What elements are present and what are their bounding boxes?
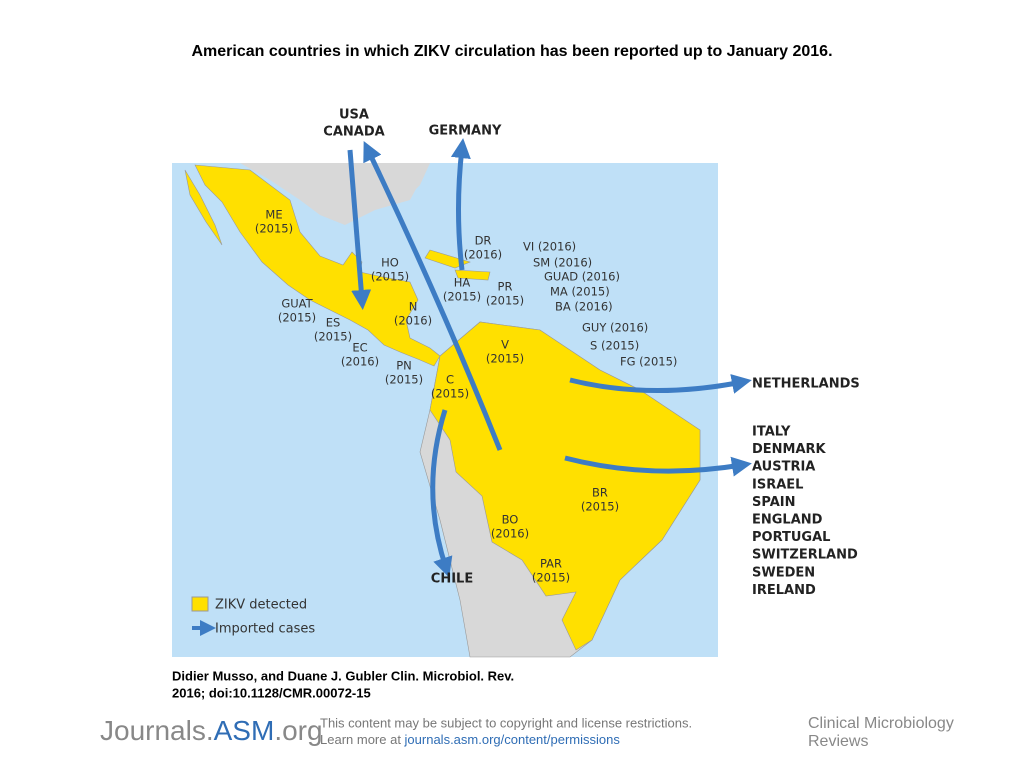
legend-label: Imported cases [215, 622, 315, 637]
arrow-chile [430, 409, 453, 578]
destination: ENGLAND [752, 513, 823, 528]
country-code: EC [352, 341, 367, 355]
florida [385, 163, 430, 200]
zikv-south-america [429, 321, 701, 651]
journal-name: Clinical Microbiology [808, 715, 954, 732]
citation: 2016; doi:10.1128/CMR.00072-15 [172, 685, 371, 700]
destination: SWEDEN [752, 565, 815, 580]
permissions-link[interactable]: journals.asm.org/content/permissions [404, 732, 621, 747]
baja [184, 169, 223, 246]
arrow-usa [347, 149, 372, 310]
legend-swatch [191, 596, 209, 612]
destination: SPAIN [752, 495, 795, 510]
guiana-label: FG (2015) [620, 355, 677, 369]
destination: CANADA [323, 125, 384, 140]
country-year: (2015) [581, 500, 619, 514]
country-code: HA [454, 276, 471, 290]
logo: Journals.ASM.org [100, 715, 323, 746]
country-code: GUAT [281, 297, 313, 311]
country-code: C [446, 373, 454, 387]
destination: USA [339, 108, 369, 123]
country-labels: ME(2015)HO(2015)GUAT(2015) ES(2015)N(2016… [255, 208, 678, 585]
notice-text: Learn more at [320, 732, 405, 747]
destination: ITALY [752, 425, 791, 440]
country-code: ES [326, 316, 341, 330]
map: ZIKV detected Imported cases ME(2015)HO(… [172, 108, 860, 658]
destination: AUSTRIA [752, 460, 815, 475]
country-year: (2015) [385, 373, 423, 387]
journal-name: Reviews [808, 733, 868, 750]
arrow-netherlands [569, 374, 752, 394]
country-year: (2015) [255, 222, 293, 236]
country-year: (2016) [464, 248, 502, 262]
country-year: (2015) [431, 387, 469, 401]
title: American countries in which ZIKV circula… [191, 43, 832, 60]
island-label: GUAD (2016) [544, 270, 620, 284]
citation: Didier Musso, and Duane J. Gubler Clin. … [172, 668, 514, 683]
country-year: (2016) [341, 355, 379, 369]
country-code: V [501, 338, 509, 352]
country-code: DR [475, 234, 492, 248]
logo-part: .org [274, 715, 322, 746]
arrow-europe [564, 455, 752, 477]
destination: PORTUGAL [752, 530, 830, 545]
destination: GERMANY [429, 124, 502, 139]
country-code: N [409, 300, 418, 314]
destination: DENMARK [752, 442, 827, 457]
country-code: BO [502, 513, 519, 527]
country-year: (2015) [486, 352, 524, 366]
notice: Learn more at journals.asm.org/content/p… [320, 732, 620, 747]
logo-part: ASM [214, 715, 275, 746]
legend-label: ZIKV detected [215, 598, 307, 613]
island-label: VI (2016) [523, 240, 576, 254]
destination: ISRAEL [752, 477, 803, 492]
country-code: PAR [540, 557, 562, 571]
country-year: (2015) [443, 290, 481, 304]
guiana-label: GUY (2016) [582, 321, 648, 335]
notice: This content may be subject to copyright… [320, 715, 692, 730]
destination: NETHERLANDS [752, 377, 860, 392]
island-label: MA (2015) [550, 285, 610, 299]
country-code: BR [592, 486, 608, 500]
country-year: (2015) [532, 571, 570, 585]
country-year: (2015) [486, 294, 524, 308]
land-north [172, 163, 430, 225]
destination: SWITZERLAND [752, 548, 858, 563]
country-code: PN [396, 359, 412, 373]
country-code: PR [498, 280, 513, 294]
logo-part: Journals. [100, 715, 214, 746]
guiana-label: S (2015) [590, 339, 639, 353]
country-year: (2016) [394, 314, 432, 328]
arrow-germany [450, 138, 471, 271]
country-year: (2015) [278, 311, 316, 325]
country-year: (2016) [491, 527, 529, 541]
island-label: BA (2016) [555, 300, 613, 314]
country-code: HO [381, 256, 399, 270]
destination: IRELAND [752, 583, 816, 598]
mexico-central-america [194, 164, 441, 367]
country-year: (2015) [371, 270, 409, 284]
caribbean-islands [424, 249, 491, 281]
destination: CHILE [431, 572, 473, 587]
arrow-canada [363, 140, 503, 451]
destination-labels: USA CANADA GERMANY NETHERLANDS ITALY DENMARK A… [323, 108, 859, 598]
country-code: ME [265, 208, 282, 222]
island-label: SM (2016) [533, 256, 592, 270]
country-year: (2015) [314, 330, 352, 344]
